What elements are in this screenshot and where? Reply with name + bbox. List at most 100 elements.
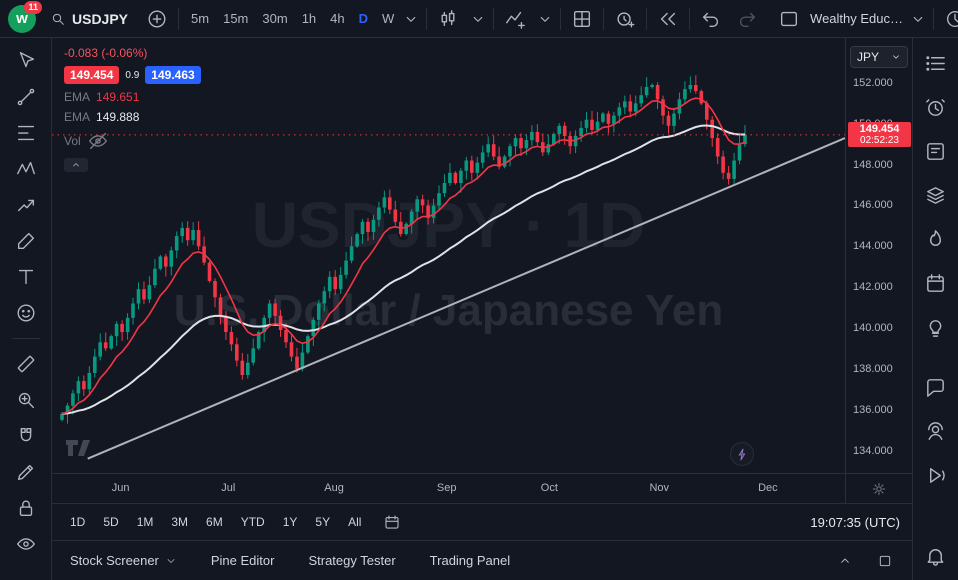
interval-1h[interactable]: 1h [301, 11, 317, 26]
create-alert-button[interactable] [610, 4, 640, 34]
hide-drawings-button[interactable] [9, 529, 43, 559]
chart-area[interactable]: USDJPY · 1D U.S. Dollar / Japanese Yen -… [52, 38, 845, 473]
measure-tool-button[interactable] [9, 349, 43, 379]
interval-menu-button[interactable] [402, 4, 420, 34]
range-all[interactable]: All [348, 515, 362, 529]
range-3m[interactable]: 3M [171, 515, 189, 529]
price-scale[interactable]: JPY 152.000150.000148.000146.000144.0001… [845, 38, 912, 473]
price-change: -0.083 (-0.06%) [64, 46, 148, 60]
layout-grid-button[interactable] [567, 4, 597, 34]
alerts-button[interactable] [921, 92, 951, 122]
chats-button[interactable] [921, 372, 951, 402]
data-window-button[interactable] [921, 136, 951, 166]
top-toolbar: w 11 USDJPY 5m 15m 30m 1h 4h D W [0, 0, 958, 38]
shows-button[interactable] [921, 460, 951, 490]
tab-label: Stock Screener [70, 553, 159, 568]
zoom-in-icon [18, 392, 34, 409]
range-1d[interactable]: 1D [70, 515, 86, 529]
ask-price-box[interactable]: 149.463 [145, 66, 201, 84]
ideas-button[interactable] [921, 312, 951, 342]
tab-trading-panel[interactable]: Trading Panel [430, 553, 510, 568]
ema-fast-label[interactable]: EMA [64, 90, 91, 104]
fib-tool-button[interactable] [9, 118, 43, 148]
tab-label: Pine Editor [210, 553, 275, 568]
bar-replay-button[interactable] [653, 4, 683, 34]
tab-pine-editor[interactable]: Pine Editor [211, 553, 275, 568]
panel-maximize-button[interactable] [870, 546, 900, 576]
lightning-bolt-icon [738, 448, 745, 460]
eye-off-icon[interactable] [87, 130, 109, 152]
interval-30m[interactable]: 30m [262, 11, 288, 26]
interval-4h[interactable]: 4h [330, 11, 345, 26]
instant-trading-button[interactable] [730, 442, 754, 466]
bid-price-box[interactable]: 149.454 [64, 66, 120, 84]
range-ytd[interactable]: YTD [240, 515, 265, 529]
layout-name[interactable]: Wealthy Educ… [810, 11, 903, 26]
indicators-menu-button[interactable] [536, 4, 554, 34]
range-5y[interactable]: 5Y [315, 515, 331, 529]
magnet-tool-button[interactable] [9, 421, 43, 451]
cursor-tool-button[interactable] [9, 46, 43, 76]
interval-1d[interactable]: D [358, 11, 369, 26]
time-axis-label: Sep [436, 482, 457, 494]
tab-strategy-tester[interactable]: Strategy Tester [308, 553, 395, 568]
go-to-date-button[interactable] [379, 509, 405, 535]
symbol-name: USDJPY [72, 10, 129, 27]
legend-collapse-button[interactable] [64, 158, 88, 172]
range-1m[interactable]: 1M [136, 515, 154, 529]
pattern-tool-button[interactable] [9, 154, 43, 184]
candles-icon [441, 9, 455, 26]
interval-15m[interactable]: 15m [223, 11, 249, 26]
streams-button[interactable] [921, 416, 951, 446]
prediction-tool-button[interactable] [9, 190, 43, 220]
tradingview-logo-watermark [66, 440, 90, 456]
compare-add-button[interactable] [142, 4, 172, 34]
undo-button[interactable] [696, 4, 726, 34]
emoji-tool-button[interactable] [9, 298, 43, 328]
symbol-search[interactable]: USDJPY [42, 4, 136, 34]
text-tool-button[interactable] [9, 262, 43, 292]
hotlists-button[interactable] [921, 224, 951, 254]
range-1y[interactable]: 1Y [282, 515, 298, 529]
brush-tool-button[interactable] [9, 226, 43, 256]
layout-menu-button[interactable] [909, 4, 927, 34]
cursor-icon [19, 52, 34, 68]
candlestick-chart[interactable] [52, 38, 845, 473]
interval-1w[interactable]: W [382, 11, 395, 26]
utc-clock[interactable]: 19:07:35 (UTC) [810, 514, 900, 530]
save-layout-button[interactable] [774, 4, 804, 34]
tab-stock-screener[interactable]: Stock Screener [70, 553, 177, 568]
calendar-button[interactable] [921, 268, 951, 298]
time-axis-label: Aug [324, 482, 344, 494]
quick-clock-button[interactable] [940, 4, 958, 34]
ema-slow-label[interactable]: EMA [64, 110, 91, 124]
time-axis[interactable]: Jun Jul Aug Sep Oct Nov Dec [52, 474, 845, 503]
volume-label[interactable]: Vol [64, 134, 81, 148]
notifications-button[interactable] [921, 540, 951, 570]
drawing-mode-button[interactable] [9, 457, 43, 487]
price-tick: 146.000 [853, 199, 893, 212]
gear-icon [872, 482, 886, 495]
range-6m[interactable]: 6M [206, 515, 223, 529]
trend-line-tool-button[interactable] [9, 82, 43, 112]
watchlist-button[interactable] [921, 48, 951, 78]
search-icon [52, 13, 64, 25]
chart-type-button[interactable] [433, 4, 463, 34]
lock-drawings-button[interactable] [9, 493, 43, 523]
object-tree-button[interactable] [921, 180, 951, 210]
panel-expand-button[interactable] [830, 546, 860, 576]
flame-icon [929, 229, 942, 246]
zoom-tool-button[interactable] [9, 385, 43, 415]
time-axis-row: Jun Jul Aug Sep Oct Nov Dec [52, 473, 912, 503]
price-tick: 134.000 [853, 444, 893, 457]
redo-button[interactable] [732, 4, 762, 34]
interval-5m[interactable]: 5m [191, 11, 210, 26]
indicators-button[interactable] [500, 4, 530, 34]
toolbar-separator [493, 7, 495, 30]
currency-select[interactable]: JPY [850, 46, 908, 68]
spread-value: 0.9 [125, 69, 140, 81]
account-avatar[interactable]: w 11 [8, 0, 42, 33]
chart-type-menu-button[interactable] [469, 4, 487, 34]
scale-settings[interactable] [845, 474, 912, 503]
range-5d[interactable]: 5D [103, 515, 119, 529]
